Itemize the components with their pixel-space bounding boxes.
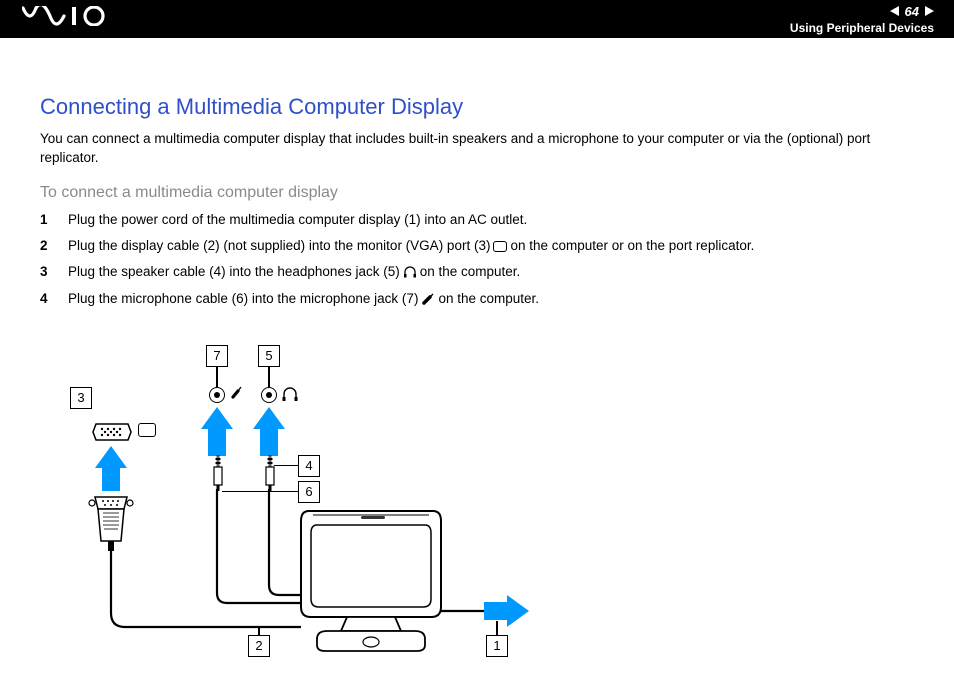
step-number: 4: [40, 289, 68, 309]
header-right: 64 Using Peripheral Devices: [790, 4, 934, 35]
callout-line: [258, 627, 260, 635]
callout-1: 1: [486, 635, 508, 657]
page-heading: Connecting a Multimedia Computer Display: [40, 94, 914, 120]
sub-heading: To connect a multimedia computer display: [40, 184, 914, 202]
step-text-after: on the computer.: [420, 262, 521, 282]
step-text-after: on the computer or on the port replicato…: [510, 236, 754, 256]
step-text: Plug the power cord of the multimedia co…: [68, 210, 527, 230]
step-text-after: on the computer.: [438, 289, 539, 309]
step-text: Plug the speaker cable (4) into the head…: [68, 262, 400, 282]
connection-diagram: 3 7 5: [66, 333, 626, 663]
headphones-icon: [403, 265, 417, 279]
nav-next-icon[interactable]: [925, 6, 934, 16]
step-item: 1 Plug the power cord of the multimedia …: [40, 210, 914, 230]
step-text: Plug the microphone cable (6) into the m…: [68, 289, 418, 309]
crt-monitor-icon: [291, 503, 451, 658]
intro-paragraph: You can connect a multimedia computer di…: [40, 130, 914, 168]
page-number: 64: [905, 4, 919, 19]
step-item: 3 Plug the speaker cable (4) into the he…: [40, 262, 914, 282]
page-content: Connecting a Multimedia Computer Display…: [0, 38, 954, 663]
vaio-logo: [22, 6, 110, 32]
callout-2: 2: [248, 635, 270, 657]
step-number: 3: [40, 262, 68, 282]
microphone-icon: [421, 292, 435, 306]
step-item: 4 Plug the microphone cable (6) into the…: [40, 289, 914, 309]
step-number: 1: [40, 210, 68, 230]
step-text: Plug the display cable (2) (not supplied…: [68, 236, 490, 256]
section-title: Using Peripheral Devices: [790, 21, 934, 35]
step-number: 2: [40, 236, 68, 256]
steps-list: 1 Plug the power cord of the multimedia …: [40, 210, 914, 309]
monitor-port-icon: [493, 241, 507, 252]
header-bar: 64 Using Peripheral Devices: [0, 0, 954, 38]
page-nav: 64: [890, 4, 934, 19]
nav-prev-icon[interactable]: [890, 6, 899, 16]
callout-line: [496, 621, 498, 635]
step-item: 2 Plug the display cable (2) (not suppli…: [40, 236, 914, 256]
arrow-right-icon: [484, 602, 508, 620]
